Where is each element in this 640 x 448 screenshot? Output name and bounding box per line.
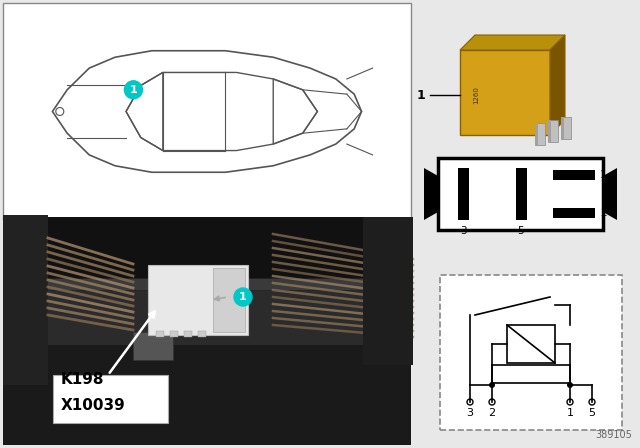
Text: 389105: 389105	[595, 430, 632, 440]
Text: X10039: X10039	[61, 398, 125, 413]
Bar	[492, 365, 570, 383]
Text: 5: 5	[518, 226, 524, 236]
Text: 2: 2	[488, 408, 495, 418]
Circle shape	[234, 288, 252, 306]
Bar	[548, 120, 558, 142]
Polygon shape	[460, 35, 565, 50]
Polygon shape	[424, 168, 438, 220]
Bar	[3, 3, 411, 220]
Text: 1: 1	[416, 89, 425, 102]
Bar	[438, 158, 603, 230]
Circle shape	[567, 382, 573, 388]
Polygon shape	[603, 168, 617, 220]
Text: 3: 3	[460, 226, 467, 236]
Bar	[553, 170, 595, 180]
Bar	[184, 331, 192, 337]
Bar	[198, 331, 206, 337]
Bar	[170, 331, 178, 337]
Bar	[213, 268, 245, 332]
Bar	[458, 168, 469, 220]
Text: 5: 5	[589, 408, 595, 418]
Text: 2: 2	[600, 208, 607, 218]
Text: K198: K198	[61, 372, 104, 387]
Bar	[148, 265, 248, 335]
Polygon shape	[460, 50, 550, 135]
Bar	[561, 117, 564, 139]
Bar	[507, 325, 555, 363]
Text: 1: 1	[600, 170, 607, 180]
Bar	[3, 220, 411, 445]
Text: 1260: 1260	[473, 86, 479, 104]
Bar	[516, 168, 527, 220]
Bar	[553, 208, 595, 218]
Bar	[440, 275, 622, 430]
Bar	[3, 217, 411, 285]
Text: 3: 3	[467, 408, 474, 418]
Text: 1: 1	[239, 292, 247, 302]
Circle shape	[489, 382, 495, 388]
Circle shape	[124, 81, 142, 99]
Bar	[133, 332, 173, 360]
Text: 1: 1	[129, 85, 137, 95]
Bar	[363, 217, 413, 365]
Text: 1: 1	[566, 408, 573, 418]
Bar	[561, 117, 571, 139]
Bar	[156, 331, 164, 337]
Bar	[548, 120, 551, 142]
Bar	[33, 278, 381, 290]
Bar	[53, 375, 168, 423]
Bar	[3, 265, 411, 345]
Polygon shape	[550, 35, 565, 135]
Bar	[535, 123, 538, 145]
Bar	[3, 215, 48, 385]
Bar	[535, 123, 545, 145]
